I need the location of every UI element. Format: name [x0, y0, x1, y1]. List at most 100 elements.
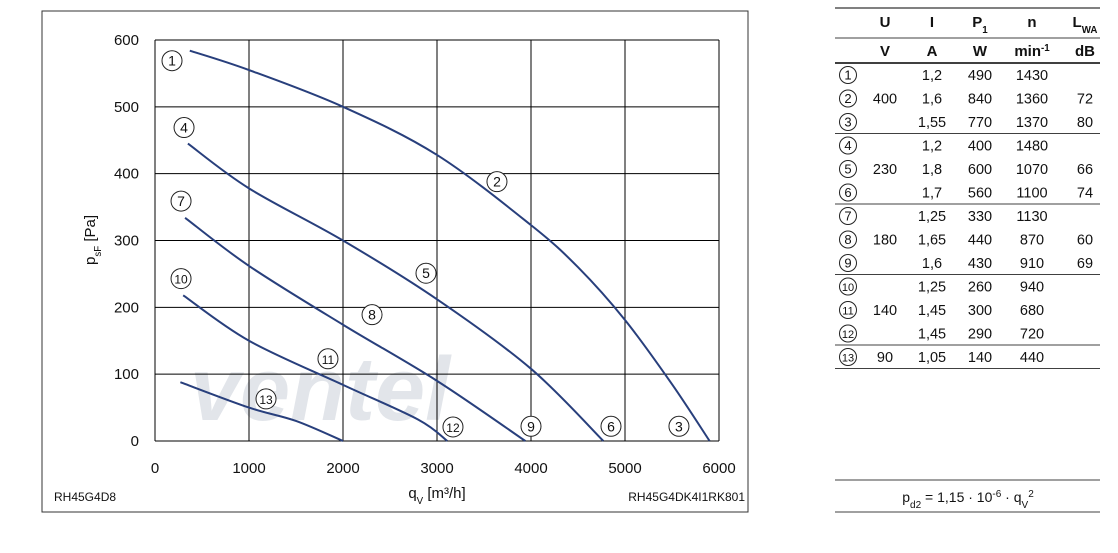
table-header-part: P — [972, 14, 982, 31]
table-cell: 1,6 — [922, 256, 942, 272]
row-number: 3 — [844, 115, 851, 130]
curve-marker-label: 13 — [259, 393, 273, 407]
curve-marker — [486, 171, 508, 193]
chart-frame — [41, 10, 749, 513]
row-marker — [839, 160, 857, 178]
curve-marker — [520, 415, 542, 437]
y-axis-label-part: [Pa] — [82, 215, 99, 246]
table-header: min-1 — [1014, 43, 1050, 61]
table-header: n — [1027, 14, 1036, 31]
row-marker — [839, 254, 857, 272]
row-number: 12 — [842, 329, 854, 341]
table-cell: 1,2 — [922, 68, 942, 84]
formula-part: V — [1022, 500, 1029, 511]
row-number: 4 — [844, 138, 851, 153]
table-cell: 1130 — [1016, 209, 1047, 225]
y-tick-label: 300 — [114, 233, 139, 250]
note: RH45G4DK4I1RK801 — [628, 490, 745, 504]
x-axis-label: qV [m³/h] — [408, 485, 465, 507]
x-tick-label: 6000 — [702, 460, 735, 477]
curve-marker — [170, 268, 192, 290]
y-axis-label: psF [Pa] — [82, 215, 104, 265]
formula-part: 2 — [1028, 489, 1034, 500]
table-cell: 1,55 — [918, 115, 946, 131]
x-tick-label: 3000 — [420, 460, 453, 477]
table-cell: 910 — [1020, 256, 1044, 272]
curve-marker — [442, 416, 464, 438]
row-marker — [839, 183, 857, 202]
row-number: 2 — [844, 91, 851, 106]
table-header: U — [880, 14, 891, 31]
table-header-part: U — [880, 14, 891, 31]
curve-marker-label: 4 — [180, 120, 188, 136]
table-cell: 80 — [1077, 115, 1093, 131]
curve-marker-label: 1 — [168, 53, 176, 69]
row-marker — [839, 113, 857, 131]
curve-marker-label: 6 — [607, 418, 615, 434]
table-cell: 140 — [873, 303, 897, 319]
row-marker — [839, 324, 857, 343]
x-tick-label: 2000 — [326, 460, 359, 477]
table-cell: 430 — [968, 256, 992, 272]
row-number: 1 — [844, 68, 851, 83]
table-header-part: WA — [1082, 25, 1098, 36]
curve — [187, 142, 605, 442]
formula-part: = 1,15 · 10 — [921, 489, 992, 505]
table-cell: 440 — [1020, 350, 1044, 366]
table-cell: 74 — [1077, 186, 1093, 202]
table-cell: 1070 — [1016, 162, 1048, 178]
curve — [182, 294, 448, 442]
table-cell: 680 — [1020, 303, 1044, 319]
table-cell: 60 — [1077, 233, 1093, 249]
table-header-part: 1 — [982, 25, 988, 36]
row-marker — [839, 277, 857, 296]
table-header: A — [927, 43, 938, 60]
table-cell: 1,2 — [922, 139, 942, 155]
row-marker — [839, 348, 857, 366]
row-number: 8 — [844, 232, 851, 247]
table-header: LWA — [1073, 14, 1098, 36]
row-marker — [839, 301, 857, 319]
table-cell: 1,25 — [918, 209, 946, 225]
curve-marker-label: 2 — [493, 174, 501, 190]
table-cell: 600 — [968, 162, 992, 178]
curve-marker-label: 10 — [174, 273, 188, 287]
table-cell: 290 — [968, 327, 992, 343]
y-tick-label: 400 — [114, 166, 139, 183]
table-cell: 300 — [968, 303, 992, 319]
formula: pd2 = 1,15 · 10-6 · qV2 — [902, 489, 1034, 511]
y-tick-label: 100 — [114, 366, 139, 383]
note: RH45G4D8 — [54, 490, 116, 504]
curve-marker-label: 7 — [177, 193, 185, 209]
row-number: 9 — [844, 256, 851, 271]
table-cell: 1100 — [1016, 186, 1047, 202]
curve-marker-label: 11 — [322, 353, 335, 367]
table-cell: 1480 — [1016, 139, 1048, 155]
x-axis-label-part: V — [417, 496, 424, 507]
table-cell: 66 — [1077, 162, 1093, 178]
table-cell: 1,65 — [918, 233, 946, 249]
table-header-part: W — [973, 43, 988, 60]
row-number: 7 — [844, 209, 851, 224]
table-cell: 1,6 — [922, 92, 942, 108]
x-tick-label: 0 — [151, 460, 159, 477]
curve-marker — [600, 415, 622, 437]
curve-marker — [415, 262, 437, 284]
x-tick-label: 5000 — [608, 460, 641, 477]
curve-marker — [173, 117, 195, 139]
table-cell: 72 — [1077, 92, 1093, 108]
row-number: 6 — [844, 185, 851, 200]
table-header: dB — [1075, 43, 1095, 60]
curve-marker-label: 5 — [422, 265, 430, 281]
table-header-part: V — [880, 43, 890, 60]
y-tick-label: 200 — [114, 299, 139, 316]
x-axis-label-part: q — [408, 485, 416, 502]
formula-part: p — [902, 489, 910, 505]
table-cell: 770 — [968, 115, 992, 131]
formula-part: · q — [1001, 489, 1021, 505]
curve — [189, 49, 711, 442]
table-cell: 1,25 — [918, 280, 946, 296]
table-header: V — [880, 43, 890, 60]
y-axis-label-part: sF — [93, 246, 104, 257]
